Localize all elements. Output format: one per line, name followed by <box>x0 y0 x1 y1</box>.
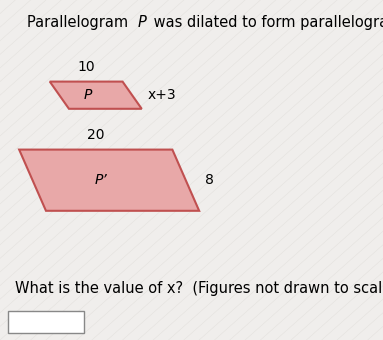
Text: What is the value of x?  (Figures not drawn to scale.): What is the value of x? (Figures not dra… <box>15 280 383 295</box>
FancyBboxPatch shape <box>8 311 84 333</box>
Text: P: P <box>84 88 92 102</box>
Polygon shape <box>19 150 199 211</box>
Text: x+3: x+3 <box>147 88 176 102</box>
Text: P’: P’ <box>95 173 108 187</box>
Text: Parallelogram: Parallelogram <box>27 15 133 30</box>
Text: 20: 20 <box>87 128 105 142</box>
Text: 10: 10 <box>77 60 95 74</box>
Polygon shape <box>50 82 142 109</box>
Text: was dilated to form parallelogram: was dilated to form parallelogram <box>149 15 383 30</box>
Text: P: P <box>138 15 147 30</box>
Text: 8: 8 <box>205 173 214 187</box>
